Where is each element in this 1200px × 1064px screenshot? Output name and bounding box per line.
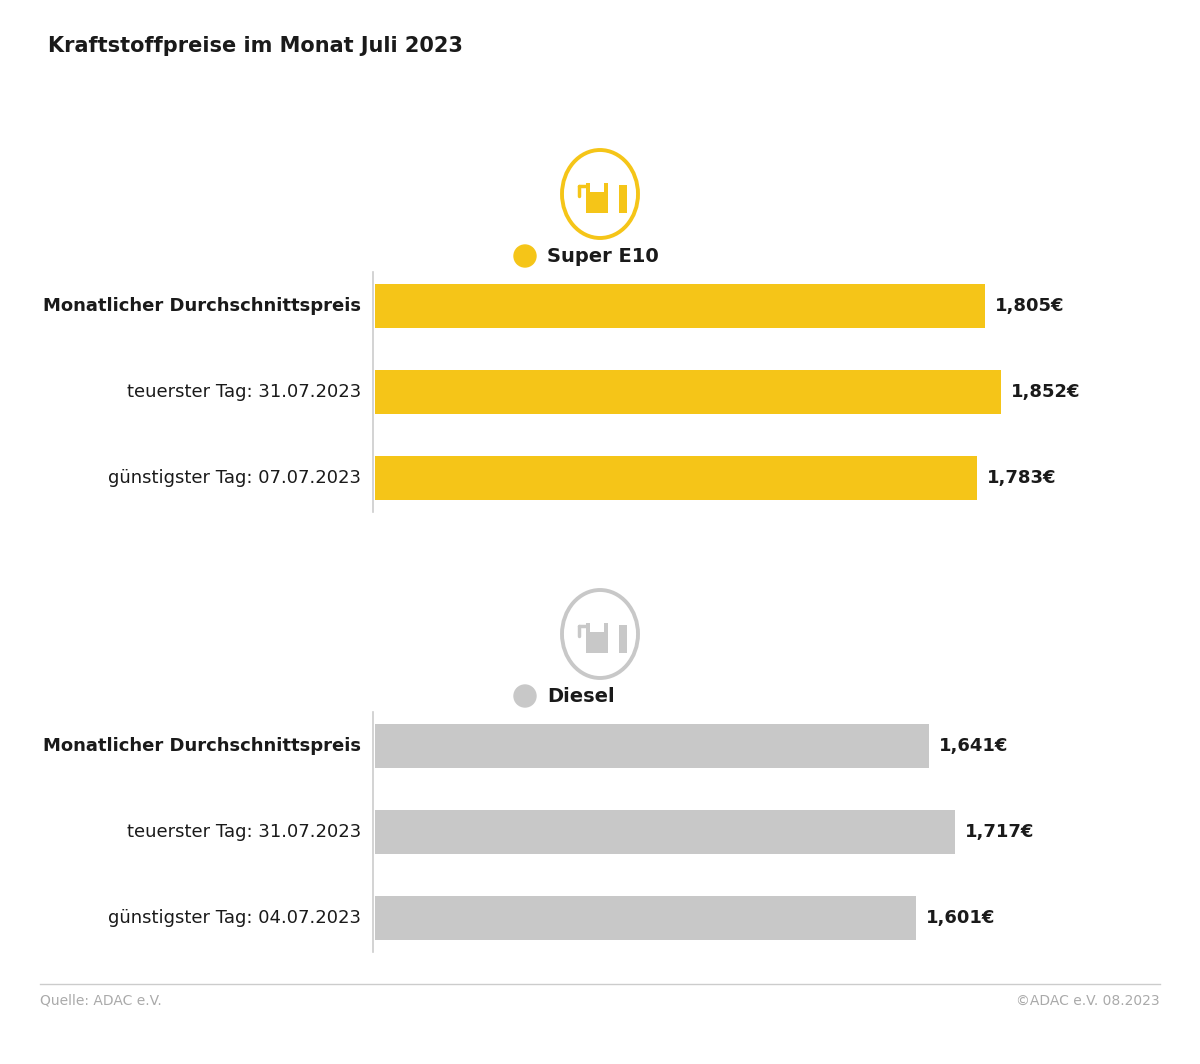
- Circle shape: [514, 245, 536, 267]
- FancyBboxPatch shape: [374, 724, 929, 768]
- FancyBboxPatch shape: [374, 896, 916, 940]
- Text: günstigster Tag: 04.07.2023: günstigster Tag: 04.07.2023: [108, 909, 361, 927]
- FancyBboxPatch shape: [374, 456, 977, 500]
- Text: 1,783€: 1,783€: [988, 469, 1057, 487]
- Circle shape: [514, 685, 536, 706]
- Text: Quelle: ADAC e.V.: Quelle: ADAC e.V.: [40, 994, 162, 1008]
- FancyBboxPatch shape: [619, 625, 628, 653]
- FancyBboxPatch shape: [586, 183, 608, 213]
- FancyBboxPatch shape: [374, 284, 985, 328]
- Text: Super E10: Super E10: [547, 247, 659, 266]
- FancyBboxPatch shape: [590, 622, 604, 632]
- Ellipse shape: [562, 591, 638, 678]
- Text: günstigster Tag: 07.07.2023: günstigster Tag: 07.07.2023: [108, 469, 361, 487]
- FancyBboxPatch shape: [619, 185, 628, 213]
- Text: ©ADAC e.V. 08.2023: ©ADAC e.V. 08.2023: [1016, 994, 1160, 1008]
- FancyBboxPatch shape: [590, 182, 604, 192]
- Ellipse shape: [562, 150, 638, 238]
- Text: 1,601€: 1,601€: [926, 909, 995, 927]
- Text: Kraftstoffpreise im Monat Juli 2023: Kraftstoffpreise im Monat Juli 2023: [48, 36, 463, 56]
- Text: Diesel: Diesel: [547, 686, 614, 705]
- Text: teuerster Tag: 31.07.2023: teuerster Tag: 31.07.2023: [127, 822, 361, 841]
- Text: 1,805€: 1,805€: [995, 297, 1064, 315]
- FancyBboxPatch shape: [374, 810, 955, 854]
- Text: 1,641€: 1,641€: [940, 737, 1009, 755]
- FancyBboxPatch shape: [374, 370, 1001, 414]
- FancyBboxPatch shape: [586, 624, 608, 653]
- Text: 1,717€: 1,717€: [965, 822, 1034, 841]
- Text: Monatlicher Durchschnittspreis: Monatlicher Durchschnittspreis: [43, 737, 361, 755]
- Text: teuerster Tag: 31.07.2023: teuerster Tag: 31.07.2023: [127, 383, 361, 401]
- Text: 1,852€: 1,852€: [1010, 383, 1080, 401]
- Text: Monatlicher Durchschnittspreis: Monatlicher Durchschnittspreis: [43, 297, 361, 315]
